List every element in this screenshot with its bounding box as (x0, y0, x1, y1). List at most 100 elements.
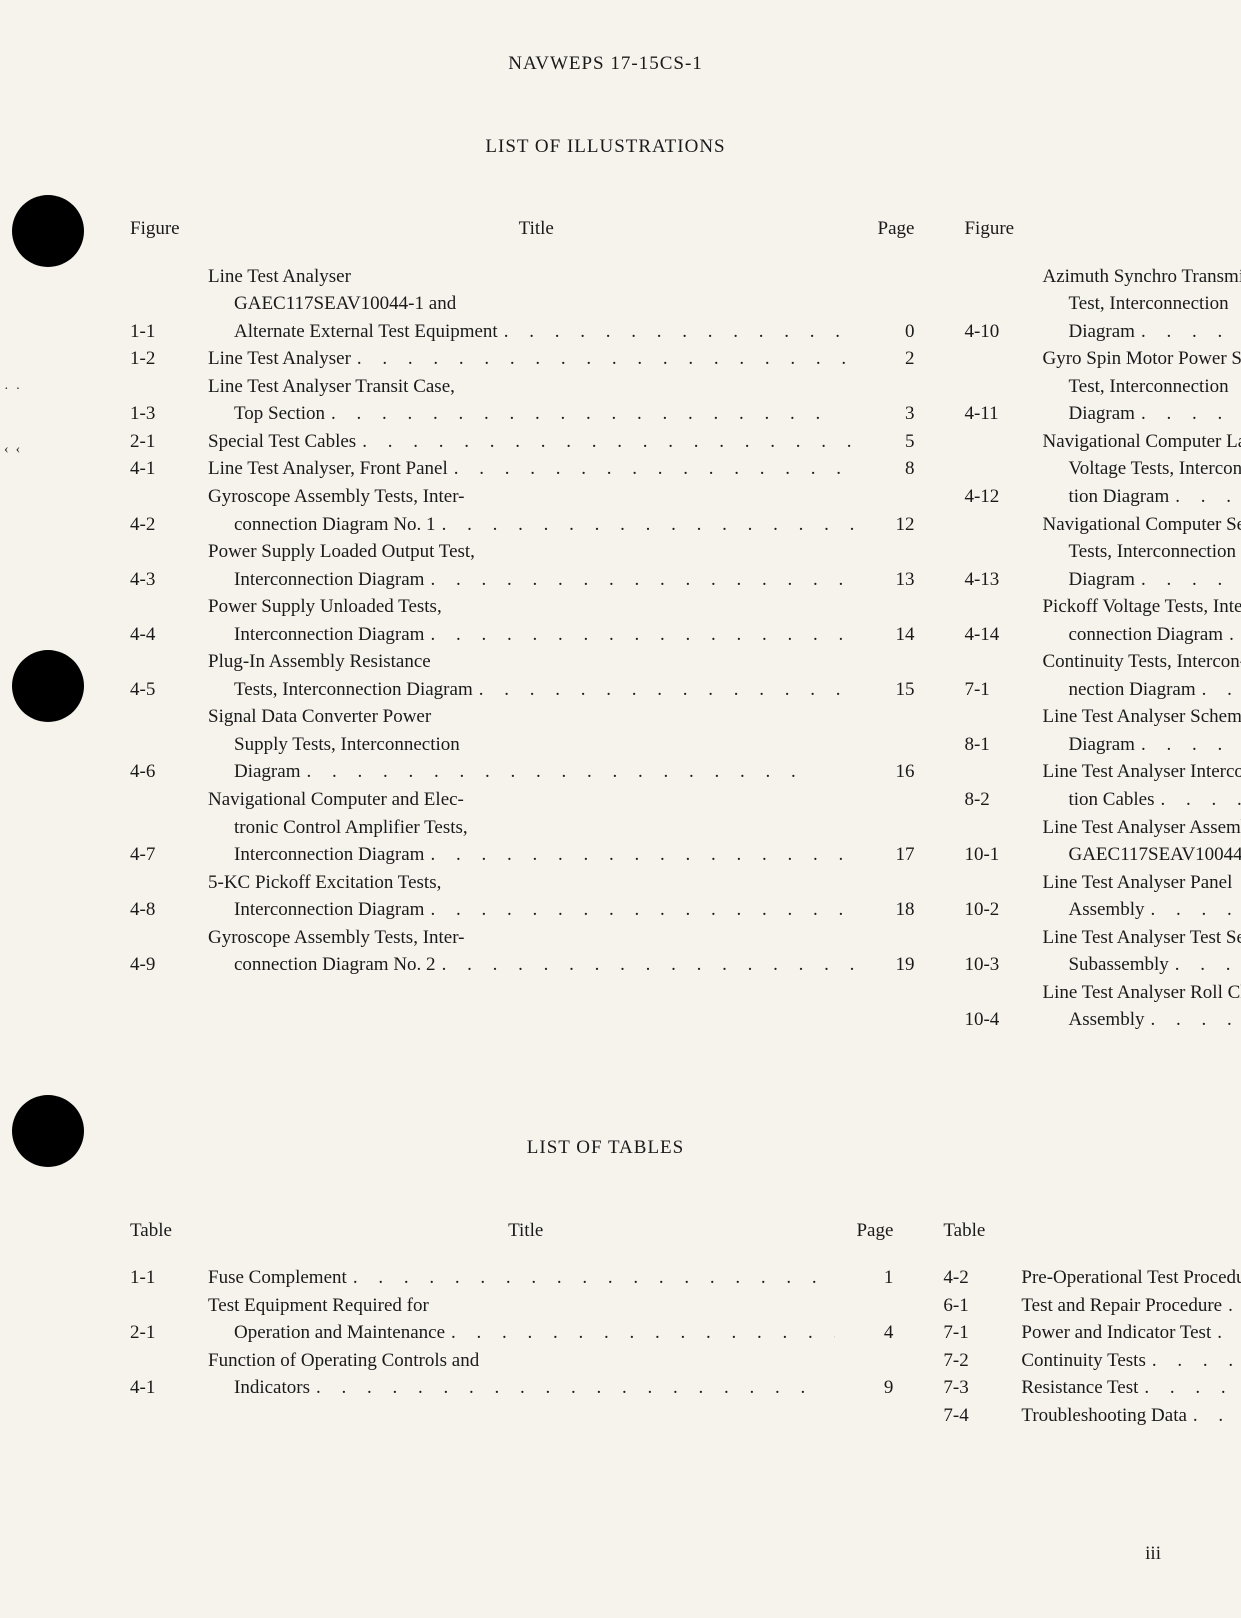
dot-leader (1135, 566, 1241, 594)
list-entry: 4-4Power Supply Unloaded Tests,Interconn… (130, 593, 914, 648)
entry-body: Power Supply Loaded Output Test,Intercon… (208, 538, 914, 593)
entry-body: 5-KC Pickoff Excitation Tests,Interconne… (208, 869, 914, 924)
entry-line: Line Test Analyser Transit Case, (208, 373, 914, 401)
entry-text: Navigational Computer and Elec- (208, 786, 464, 814)
entry-line: Line Test Analyser Panel (1042, 869, 1241, 897)
entry-text: Test Equipment Required for (208, 1292, 429, 1320)
entry-text: connection Diagram (1042, 621, 1223, 649)
entry-line: tion Cables46 (1042, 786, 1241, 814)
entry-line: Line Test Analyser, Front Panel8 (208, 455, 914, 483)
entry-text: Assembly (1042, 1006, 1144, 1034)
dot-leader (424, 566, 856, 594)
entry-line: Assembly59 (1042, 1006, 1241, 1034)
dot-leader (1196, 676, 1241, 704)
list-entry: 4-6Signal Data Converter PowerSupply Tes… (130, 703, 914, 786)
entry-body: Resistance Test37 (1021, 1374, 1241, 1402)
entry-line: Pickoff Voltage Tests, Inter- (1042, 593, 1241, 621)
entry-text: Resistance Test (1021, 1374, 1138, 1402)
dot-leader (1138, 1374, 1241, 1402)
entry-page-number: 5 (856, 428, 914, 456)
entry-body: Test Equipment Required forOperation and… (208, 1292, 893, 1347)
entry-figure-number: 4-1 (130, 1374, 208, 1402)
entry-page-number: 13 (856, 566, 914, 594)
entry-figure-number: 7-4 (943, 1402, 1021, 1430)
header-title: Title (1042, 215, 1241, 243)
entry-figure-number: 7-1 (943, 1319, 1021, 1347)
header-figure: Figure (130, 215, 208, 243)
entry-figure-number: 10-1 (964, 841, 1042, 869)
entry-line: Subassembly56 (1042, 951, 1241, 979)
dot-leader (498, 318, 857, 346)
entry-list: 4-2Pre-Operational Test Procedure116-1Te… (943, 1264, 1241, 1429)
section-title-illustrations: LIST OF ILLUSTRATIONS (40, 133, 1171, 161)
entry-text: connection Diagram No. 2 (208, 951, 436, 979)
entry-text: tion Diagram (1042, 483, 1169, 511)
entry-figure-number: 8-2 (964, 786, 1042, 814)
entry-text: Interconnection Diagram (208, 841, 424, 869)
entry-list: 1-1Fuse Complement12-1Test Equipment Req… (130, 1264, 893, 1402)
entry-body: Line Test AnalyserGAEC117SEAV10044-1 and… (208, 263, 914, 346)
punch-hole-icon (12, 195, 84, 267)
entry-figure-number: 4-12 (964, 483, 1042, 511)
section-title-tables: LIST OF TABLES (40, 1134, 1171, 1162)
entry-page-number: 14 (856, 621, 914, 649)
entry-line: Line Test Analyser Assembly (1042, 814, 1241, 842)
entry-text: Line Test Analyser Transit Case, (208, 373, 455, 401)
dot-leader (347, 1264, 836, 1292)
entry-text: Diagram (1042, 731, 1134, 759)
entry-figure-number: 4-6 (130, 758, 208, 786)
entry-body: Line Test Analyser AssemblyGAEC117SEAV10… (1042, 814, 1241, 869)
entry-figure-number: 4-2 (130, 511, 208, 539)
entry-line: Plug-In Assembly Resistance (208, 648, 914, 676)
dot-leader (424, 896, 856, 924)
entry-body: Line Test Analyser2 (208, 345, 914, 373)
entry-text: Line Test Analyser Test Set (1042, 924, 1241, 952)
entry-page-number: 18 (856, 896, 914, 924)
entry-body: Navigational Computer and Elec-tronic Co… (208, 786, 914, 869)
entry-text: tion Cables (1042, 786, 1154, 814)
entry-figure-number: 4-9 (130, 951, 208, 979)
entry-text: Continuity Tests (1021, 1347, 1145, 1375)
entry-figure-number: 4-10 (964, 318, 1042, 346)
dot-leader (1144, 896, 1241, 924)
dot-leader (1169, 951, 1241, 979)
column-header: Figure Title Page (130, 215, 914, 243)
entry-figure-number: 2-1 (130, 428, 208, 456)
entry-text: Alternate External Test Equipment (208, 318, 498, 346)
list-entry: 6-1Test and Repair Procedure27 (943, 1292, 1241, 1320)
entry-line: tronic Control Amplifier Tests, (208, 814, 914, 842)
entry-figure-number: 4-7 (130, 841, 208, 869)
list-entry: 7-2Continuity Tests31 (943, 1347, 1241, 1375)
entry-figure-number: 4-1 (130, 455, 208, 483)
entry-line: Test and Repair Procedure27 (1021, 1292, 1241, 1320)
entry-line: Pre-Operational Test Procedure11 (1021, 1264, 1241, 1292)
header-page: Page (843, 1217, 893, 1245)
entry-line: Continuity Tests31 (1021, 1347, 1241, 1375)
entry-line: Troubleshooting Data38 (1021, 1402, 1241, 1430)
entry-line: Gyroscope Assembly Tests, Inter- (208, 924, 914, 952)
entry-page-number: 1 (835, 1264, 893, 1292)
dot-leader (1146, 1347, 1241, 1375)
list-entry: 8-1Line Test Analyser SchematicDiagram42 (964, 703, 1241, 758)
entry-line: Interconnection Diagram13 (208, 566, 914, 594)
dot-leader (1223, 621, 1241, 649)
entry-figure-number: 7-2 (943, 1347, 1021, 1375)
dot-leader (1155, 786, 1241, 814)
entry-line: Line Test Analyser Roll Chart (1042, 979, 1241, 1007)
entry-line: Special Test Cables 5 (208, 428, 914, 456)
entry-line: Interconnection Diagram18 (208, 896, 914, 924)
dot-leader (424, 841, 856, 869)
list-entry: 4-9Gyroscope Assembly Tests, Inter-conne… (130, 924, 914, 979)
dot-leader (448, 455, 857, 483)
punch-hole-icon (12, 650, 84, 722)
header-figure: Figure (964, 215, 1042, 243)
dot-leader (436, 511, 857, 539)
entry-text: connection Diagram No. 1 (208, 511, 436, 539)
entry-text: Special Test Cables (208, 428, 356, 456)
list-entry: 7-1Continuity Tests, Intercon-nection Di… (964, 648, 1241, 703)
list-entry: 7-4Troubleshooting Data38 (943, 1402, 1241, 1430)
tables-left-column: Table Title Page 1-1Fuse Complement12-1T… (130, 1217, 893, 1430)
dot-leader (473, 676, 857, 704)
dot-leader (351, 345, 857, 373)
entry-body: Pickoff Voltage Tests, Inter-connection … (1042, 593, 1241, 648)
